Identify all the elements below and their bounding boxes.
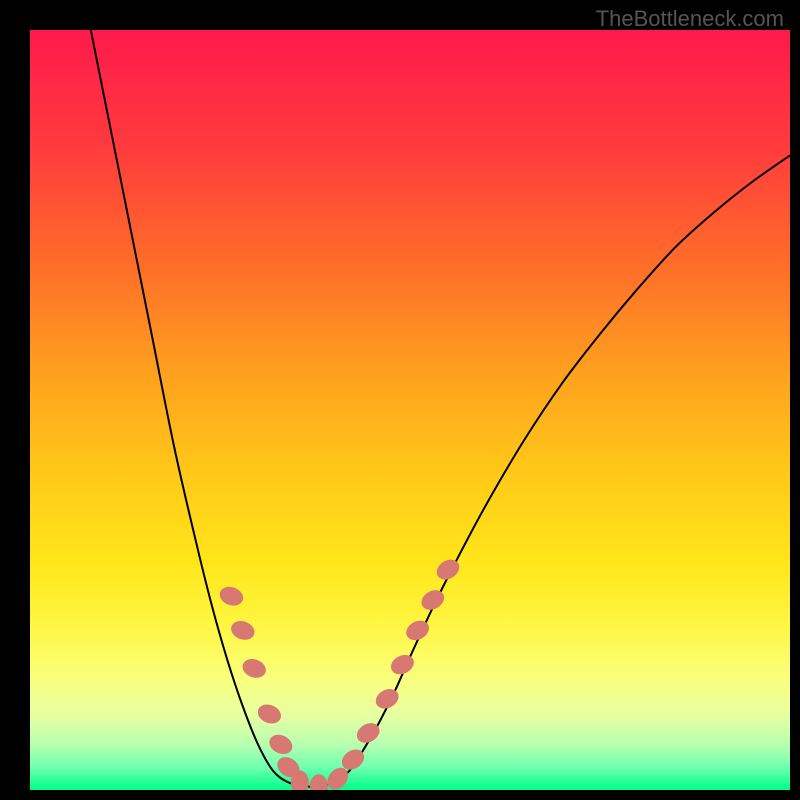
- data-marker: [266, 731, 295, 757]
- data-marker: [228, 618, 257, 643]
- bottleneck-curve: [91, 30, 790, 787]
- data-marker: [217, 584, 246, 609]
- plot-area: [30, 30, 790, 790]
- data-marker: [310, 774, 328, 790]
- watermark-text: TheBottleneck.com: [596, 6, 784, 32]
- data-markers: [217, 556, 463, 790]
- data-marker: [433, 556, 463, 584]
- data-marker: [388, 651, 418, 678]
- data-marker: [240, 656, 269, 681]
- data-marker: [255, 701, 284, 727]
- curve-layer: [30, 30, 790, 790]
